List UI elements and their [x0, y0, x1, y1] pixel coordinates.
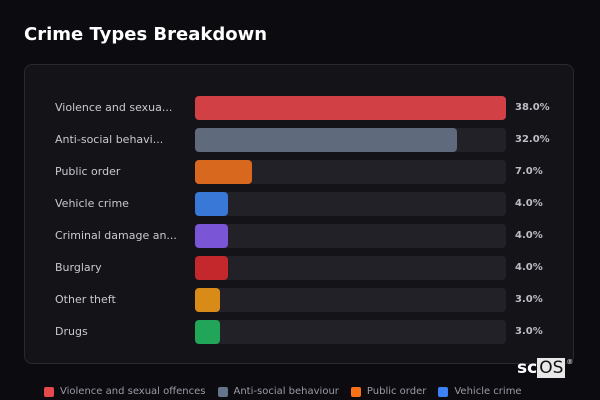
bar-row: Burglary 4.0% [25, 256, 575, 280]
bar-row: Violence and sexua... 38.0% [25, 96, 575, 120]
chart-title: Crime Types Breakdown [24, 24, 268, 45]
bar-fill [195, 256, 228, 280]
legend-swatch-icon [44, 386, 54, 397]
bar-label: Other theft [55, 293, 116, 306]
legend-label: Anti-social behaviour [233, 386, 339, 397]
logo-prefix: sc [517, 358, 538, 378]
legend-label: Violence and sexual offences [60, 386, 206, 397]
bar-label: Anti-social behavi... [55, 133, 164, 146]
legend-label: Vehicle crime [454, 386, 522, 397]
legend-swatch-icon [217, 386, 228, 397]
legend-swatch-icon [438, 386, 449, 397]
bar-row: Other theft 3.0% [25, 288, 575, 312]
bar-track [195, 192, 506, 216]
legend-item[interactable]: Public order [350, 386, 427, 397]
legend-item[interactable]: Vehicle crime [438, 386, 522, 397]
chart-panel: Violence and sexua... 38.0% Anti-social be… [24, 64, 574, 364]
logo-boxed: OS [537, 358, 566, 378]
bar-track [195, 224, 506, 248]
legend-item[interactable]: Violence and sexual offences [44, 386, 206, 397]
bar-track [195, 96, 506, 120]
bar-row: Drugs 3.0% [25, 320, 575, 344]
bar-track [195, 320, 506, 344]
legend-item[interactable]: Anti-social behaviour [217, 386, 339, 397]
bar-value: 4.0% [515, 230, 543, 241]
bar-value: 7.0% [515, 166, 543, 177]
bar-fill [195, 96, 506, 120]
bar-label: Vehicle crime [55, 197, 129, 210]
scos-logo: sc OS ® [517, 358, 573, 378]
legend-swatch-icon [350, 386, 361, 397]
bar-track [195, 160, 506, 184]
bar-track [195, 128, 506, 152]
bar-label: Public order [55, 165, 121, 178]
bar-label: Burglary [55, 261, 102, 274]
bar-fill [195, 192, 228, 216]
bar-label: Violence and sexua... [55, 101, 173, 114]
bar-fill [195, 128, 457, 152]
bar-row: Public order 7.0% [25, 160, 575, 184]
bar-value: 3.0% [515, 294, 543, 305]
bar-row: Criminal damage an... 4.0% [25, 224, 575, 248]
bar-label: Drugs [55, 325, 88, 338]
bar-value: 4.0% [515, 262, 543, 273]
bar-value: 38.0% [515, 102, 550, 113]
bar-row: Vehicle crime 4.0% [25, 192, 575, 216]
bar-fill [195, 224, 228, 248]
bar-track [195, 288, 506, 312]
bar-value: 32.0% [515, 134, 550, 145]
bar-row: Anti-social behavi... 32.0% [25, 128, 575, 152]
bar-fill [195, 160, 253, 184]
legend-label: Public order [366, 386, 427, 397]
bar-value: 4.0% [515, 198, 543, 209]
bar-fill [195, 320, 220, 344]
chart-legend: Violence and sexual offences Anti-social … [44, 386, 522, 397]
bar-value: 3.0% [515, 326, 543, 337]
bar-fill [195, 288, 220, 312]
bar-track [195, 256, 506, 280]
registered-icon: ® [566, 358, 574, 366]
bar-label: Criminal damage an... [55, 229, 177, 242]
